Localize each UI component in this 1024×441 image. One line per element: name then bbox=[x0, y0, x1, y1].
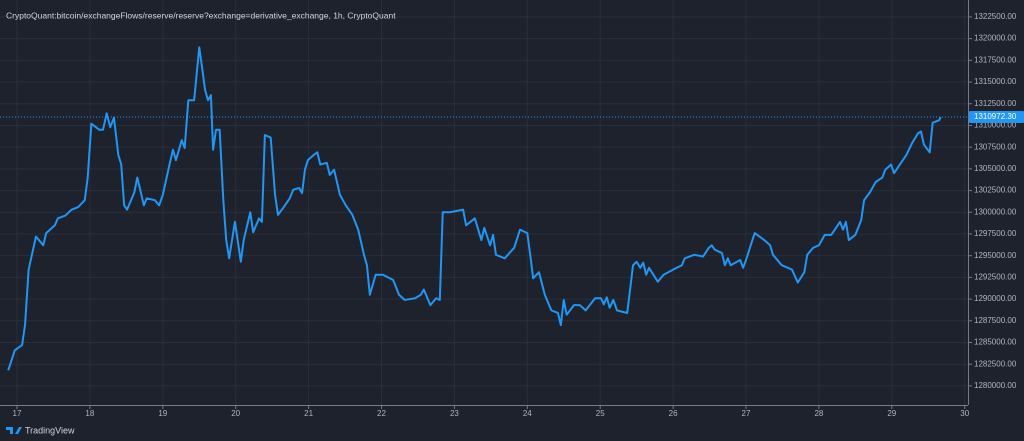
x-tick-label: 27 bbox=[742, 409, 751, 418]
y-tick-label: 1310000.00 bbox=[974, 121, 1017, 130]
y-tick-label: 1295000.00 bbox=[974, 251, 1017, 260]
y-tick-label: 1317500.00 bbox=[974, 55, 1017, 64]
x-tick-label: 28 bbox=[814, 409, 823, 418]
y-tick-label: 1315000.00 bbox=[974, 77, 1017, 86]
last-price-label: 1310972.30 bbox=[974, 112, 1017, 121]
x-tick-label: 24 bbox=[523, 409, 532, 418]
price-line bbox=[7, 46, 942, 371]
x-tick-label: 22 bbox=[377, 409, 386, 418]
x-tick-label: 17 bbox=[13, 409, 22, 418]
brand-text: TradingView bbox=[25, 425, 75, 435]
y-tick-label: 1285000.00 bbox=[974, 338, 1017, 347]
y-tick-label: 1307500.00 bbox=[974, 142, 1017, 151]
x-tick-label: 26 bbox=[669, 409, 678, 418]
y-tick-label: 1287500.00 bbox=[974, 316, 1017, 325]
brand-icon bbox=[6, 427, 22, 434]
x-tick-label: 19 bbox=[158, 409, 167, 418]
x-tick-label: 23 bbox=[450, 409, 459, 418]
y-tick-label: 1282500.00 bbox=[974, 359, 1017, 368]
x-tick-label: 29 bbox=[887, 409, 896, 418]
y-tick-label: 1280000.00 bbox=[974, 381, 1017, 390]
y-tick-label: 1305000.00 bbox=[974, 164, 1017, 173]
chart-title: CryptoQuant:bitcoin/exchangeFlows/reserv… bbox=[6, 10, 396, 20]
y-tick-label: 1300000.00 bbox=[974, 207, 1017, 216]
x-tick-label: 25 bbox=[596, 409, 605, 418]
y-tick-label: 1290000.00 bbox=[974, 294, 1017, 303]
last-price-box bbox=[969, 111, 1024, 124]
y-tick-label: 1312500.00 bbox=[974, 99, 1017, 108]
brand-logo: TradingView bbox=[6, 425, 75, 435]
y-tick-label: 1302500.00 bbox=[974, 186, 1017, 195]
y-tick-label: 1320000.00 bbox=[974, 34, 1017, 43]
y-tick-label: 1322500.00 bbox=[974, 12, 1017, 21]
x-tick-label: 20 bbox=[231, 409, 240, 418]
x-tick-label: 30 bbox=[960, 409, 969, 418]
x-tick-label: 21 bbox=[304, 409, 313, 418]
y-tick-label: 1292500.00 bbox=[974, 272, 1017, 281]
x-tick-label: 18 bbox=[85, 409, 94, 418]
y-tick-label: 1297500.00 bbox=[974, 229, 1017, 238]
